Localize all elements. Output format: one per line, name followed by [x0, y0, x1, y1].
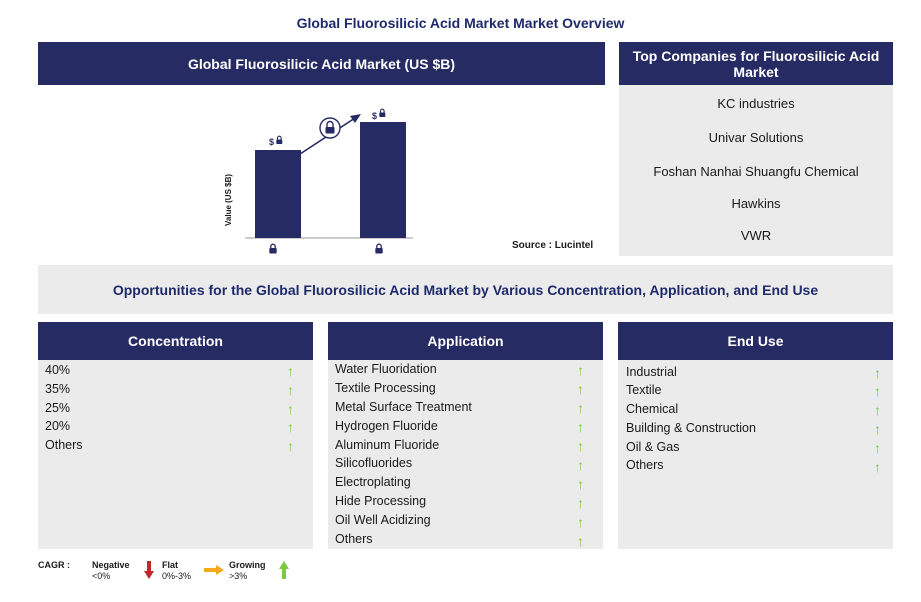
companies-panel-header: Top Companies for Fluorosilicic Acid Mar… [619, 42, 893, 85]
company-item: VWR [740, 228, 772, 243]
legend-growing-range: >3% [229, 571, 248, 581]
end-use-item: Textile [626, 383, 662, 397]
bar-end-value-lock-icon [379, 108, 386, 117]
end-use-item: Building & Construction [626, 421, 756, 435]
application-item: Textile Processing [335, 381, 436, 395]
up-arrow-icon: ↑ [577, 381, 584, 397]
concentration-column-body [38, 360, 313, 549]
companies-panel-title: Top Companies for Fluorosilicic Acid Mar… [632, 47, 880, 80]
application-column-header: Application [328, 322, 603, 360]
application-item: Oil Well Acidizing [335, 513, 431, 527]
end-use-item: Others [626, 458, 664, 472]
concentration-item: Others [45, 438, 83, 452]
up-arrow-icon: ↑ [874, 440, 881, 456]
legend-flat-range: 0%-3% [162, 571, 192, 581]
legend-negative-title: Negative [92, 560, 130, 570]
legend-label: CAGR : [38, 560, 70, 570]
opportunities-banner [38, 265, 893, 314]
end-use-item: Industrial [626, 365, 677, 379]
market-panel-header: Global Fluorosilicic Acid Market (US $B) [38, 42, 605, 85]
company-item: KC industries [717, 96, 795, 111]
end-use-column-title: End Use [727, 333, 784, 349]
concentration-item: 25% [45, 401, 71, 415]
cagr-lock-icon [319, 117, 341, 139]
up-arrow-icon: ↑ [287, 382, 294, 398]
up-arrow-icon: ↑ [577, 419, 584, 435]
up-arrow-icon: ↑ [874, 365, 881, 381]
end-use-column-header: End Use [618, 322, 893, 360]
up-arrow-icon: ↑ [577, 438, 584, 454]
application-column-title: Application [427, 333, 504, 349]
companies-panel-body [619, 85, 893, 256]
up-arrow-icon: ↑ [577, 362, 584, 378]
application-item: Electroplating [335, 475, 411, 489]
application-column-body [328, 360, 603, 549]
application-item: Hide Processing [335, 494, 427, 508]
up-arrow-icon: ↑ [874, 402, 881, 418]
up-arrow-icon: ↑ [874, 421, 881, 437]
application-item: Aluminum Fluoride [335, 438, 440, 452]
up-arrow-icon: ↑ [577, 495, 584, 511]
application-item: Hydrogen Fluoride [335, 419, 438, 433]
market-panel-title: Global Fluorosilicic Acid Market (US $B) [187, 55, 456, 72]
growth-arrow-head [350, 114, 361, 123]
up-arrow-icon: ↑ [287, 438, 294, 454]
x-tick-start-lock-icon [269, 243, 277, 254]
application-item: Water Fluoridation [335, 362, 437, 376]
legend-negative-range: <0% [92, 571, 111, 581]
concentration-column-title: Concentration [128, 333, 223, 349]
company-item: Hawkins [731, 196, 781, 211]
source-note: Source : Lucintel [512, 240, 594, 251]
up-arrow-icon: ↑ [577, 457, 584, 473]
market-value-chart: Value (US $B) $ $ [224, 108, 413, 254]
up-arrow-icon: ↑ [287, 363, 294, 379]
up-arrow-icon: ↑ [874, 383, 881, 399]
up-arrow-icon: ↑ [874, 459, 881, 475]
end-use-item: Chemical [626, 402, 679, 416]
up-arrow-icon [279, 561, 289, 579]
up-arrow-icon: ↑ [287, 419, 294, 435]
up-arrow-icon: ↑ [577, 514, 584, 530]
end-use-column-body [618, 360, 893, 549]
up-arrow-icon: ↑ [287, 401, 294, 417]
application-item: Metal Surface Treatment [335, 400, 472, 414]
application-item: Others [335, 532, 373, 546]
y-axis-label: Value (US $B) [224, 174, 233, 226]
company-item: Univar Solutions [708, 130, 804, 145]
bar-end-value-prefix: $ [372, 111, 377, 121]
up-arrow-icon: ↑ [577, 533, 584, 549]
legend-growing-title: Growing [229, 560, 266, 570]
bar-start [255, 150, 301, 238]
end-use-item: Oil & Gas [626, 440, 680, 454]
opportunities-heading: Opportunities for the Global Fluorosilic… [112, 281, 819, 298]
bar-end [360, 122, 406, 238]
down-arrow-icon [144, 561, 154, 579]
application-item: Silicofluorides [335, 456, 413, 470]
concentration-item: 20% [45, 419, 71, 433]
page-title: Global Fluorosilicic Acid Market Market … [296, 15, 625, 31]
up-arrow-icon: ↑ [577, 476, 584, 492]
x-tick-end-lock-icon [375, 243, 383, 254]
company-item: Foshan Nanhai Shuangfu Chemical [653, 164, 859, 179]
concentration-item: 35% [45, 382, 71, 396]
bar-start-value-lock-icon [276, 135, 283, 144]
bar-start-value-prefix: $ [269, 137, 274, 147]
concentration-column-header: Concentration [38, 322, 313, 360]
up-arrow-icon: ↑ [577, 400, 584, 416]
legend-flat-title: Flat [162, 560, 179, 570]
concentration-item: 40% [45, 363, 71, 377]
right-arrow-icon [204, 565, 224, 575]
